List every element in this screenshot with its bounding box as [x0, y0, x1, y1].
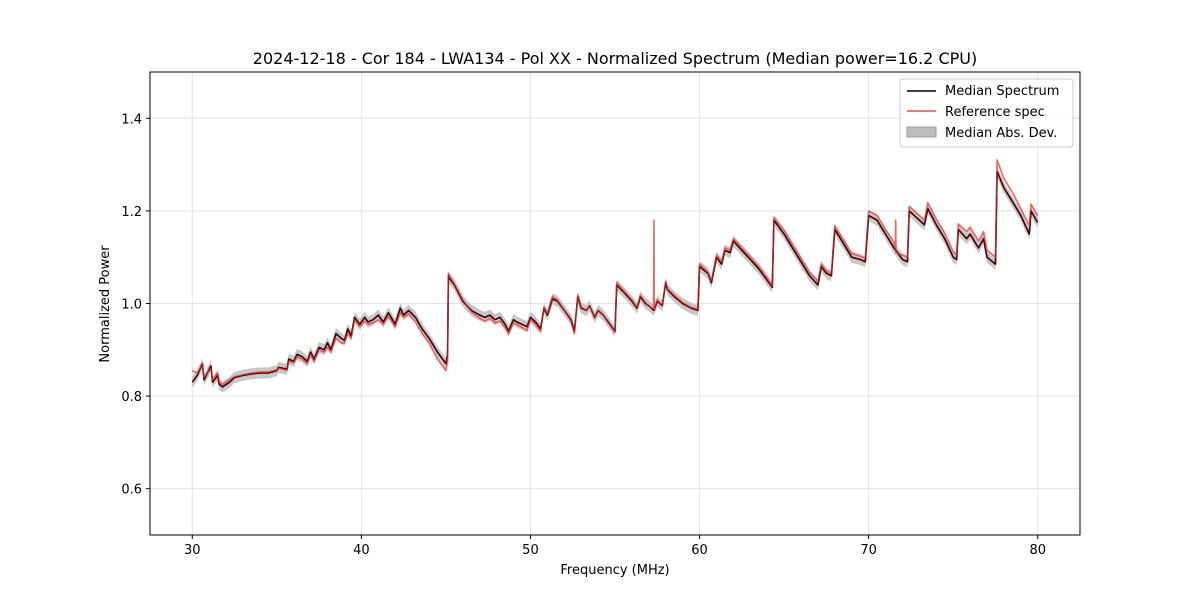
- legend: Median Spectrum Reference spec Median Ab…: [899, 78, 1074, 148]
- x-tick-label: 60: [691, 543, 708, 558]
- series-layer: [191, 159, 1039, 388]
- y-tick-label: 1.4: [121, 112, 142, 127]
- y-tick-label: 0.8: [121, 390, 142, 405]
- chart-title: 2024-12-18 - Cor 184 - LWA134 - Pol XX -…: [253, 49, 977, 68]
- legend-reference-label: Reference spec: [945, 105, 1045, 120]
- x-tick-label: 40: [353, 543, 370, 558]
- x-axis-label: Frequency (MHz): [560, 563, 669, 578]
- ticks: 30 40 50 60 70 80 0.6 0.8 1.0 1.2 1.4: [121, 112, 1046, 558]
- y-tick-label: 1.0: [121, 298, 142, 313]
- y-axis-label: Normalized Power: [98, 245, 113, 363]
- x-tick-label: 30: [184, 543, 201, 558]
- legend-box: [899, 78, 1074, 148]
- legend-median-label: Median Spectrum: [945, 84, 1059, 99]
- x-tick-label: 70: [860, 543, 877, 558]
- legend-mad-label: Median Abs. Dev.: [945, 126, 1057, 141]
- median-overlap-line: [191, 170, 1039, 388]
- x-tick-label: 80: [1029, 543, 1046, 558]
- legend-mad-swatch: [906, 126, 937, 138]
- y-tick-label: 1.2: [121, 205, 142, 220]
- y-tick-label: 0.6: [121, 483, 142, 498]
- x-tick-label: 50: [522, 543, 539, 558]
